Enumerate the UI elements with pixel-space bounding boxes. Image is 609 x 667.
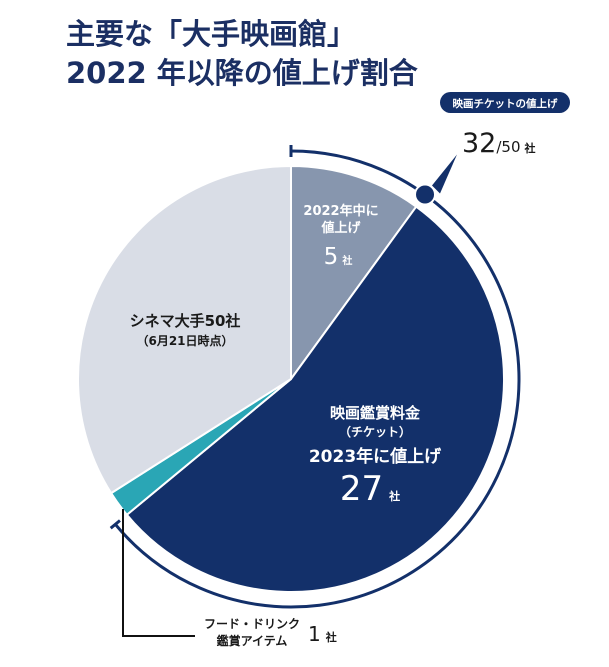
label-2023-value: 27 社: [340, 469, 400, 509]
callout-badge: [440, 92, 570, 113]
pie-slice-2023: [125, 205, 505, 593]
food-leader-line: [122, 509, 195, 637]
callout-value: 32/50 社: [462, 128, 536, 159]
label-food-line2: 鑑賞アイテム: [217, 633, 288, 648]
callout-value-unit: 社: [524, 141, 536, 155]
label-food-line1: フード・ドリンク: [204, 617, 300, 631]
callout-value-total: /50: [496, 138, 520, 156]
chart-title-line-2: 2022 年以降の値上げ割合: [66, 56, 418, 90]
label-2022-number: 5: [324, 244, 339, 270]
label-2022-line2: 値上げ: [320, 220, 361, 236]
pie-slice-rest: [77, 164, 292, 495]
label-food-number: 1: [308, 622, 321, 646]
label-2023-number: 27: [340, 469, 383, 509]
arc-end-marker: [414, 183, 437, 206]
label-2023-line3: 2023年に値上げ: [309, 446, 442, 467]
label-2023-unit: 社: [388, 489, 400, 503]
arc-tick-bottom: [109, 519, 121, 530]
label-2023-line1: 映画鑑賞料金: [330, 404, 421, 422]
chart-title-line-1: 主要な「大手映画館」: [66, 17, 356, 51]
callout-value-number: 32: [462, 128, 496, 159]
label-rest-line1: シネマ大手50社: [130, 312, 241, 330]
label-rest-line2: （6月21日時点）: [136, 333, 233, 348]
callout-badge-text: 映画チケットの値上げ: [453, 97, 558, 110]
label-2023-line2: （チケット）: [339, 424, 411, 439]
label-food-unit: 社: [325, 630, 337, 644]
pie-slice-2022: [290, 164, 418, 383]
label-2022-unit: 社: [341, 254, 352, 267]
label-2022-line1: 2022年中に: [303, 203, 378, 219]
callout-pointer: [432, 154, 457, 194]
